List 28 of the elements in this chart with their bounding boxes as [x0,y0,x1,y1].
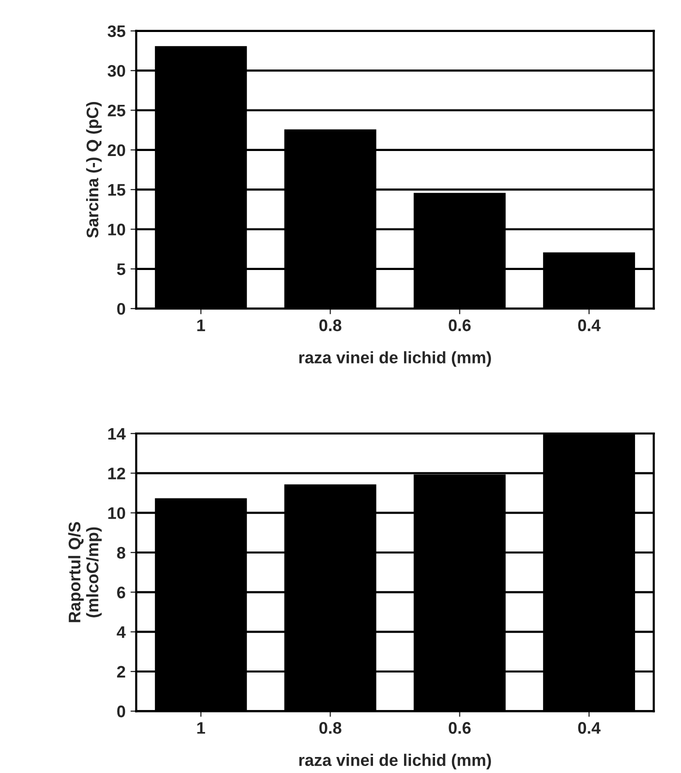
y-tick-label: 25 [108,104,126,116]
x-tick-label: 0.4 [578,319,601,332]
y-tick-label: 5 [117,263,126,276]
x-tick-label: 0.6 [448,319,471,332]
y-tick-label: 35 [108,25,126,38]
y-tick-label: 10 [108,507,126,520]
y-tick-label: 8 [117,546,126,559]
x-tick-label: 0.8 [319,722,342,734]
y-tick-label: 0 [117,706,126,718]
y-tick-label: 2 [117,666,126,678]
x-tick-label: 0.8 [319,319,342,332]
x-tick-label: 0.6 [448,722,471,734]
x-axis-title: raza vinei de lichid (mm) [299,351,491,367]
y-axis-title: Sarcina (-) Q (pC) [86,102,102,238]
y-tick-label: 15 [108,184,126,196]
x-tick-label: 1 [197,320,206,332]
x-tick-label: 0.4 [578,722,601,734]
y-tick-label: 10 [108,224,126,236]
y-tick-label: 30 [108,64,126,77]
y-tick-label: 20 [108,144,126,156]
y-tick-label: 4 [116,626,126,638]
x-tick-label: 1 [197,722,206,734]
y-tick-label: 12 [108,468,126,480]
y-tick-label: 14 [108,428,126,440]
y-tick-label: 0 [117,302,126,315]
x-axis-title: raza vinei de lichid (mm) [299,754,491,770]
y-tick-label: 6 [117,586,126,598]
y-axis-title: Raportul Q/S (mlcoC/mp) [68,522,102,622]
